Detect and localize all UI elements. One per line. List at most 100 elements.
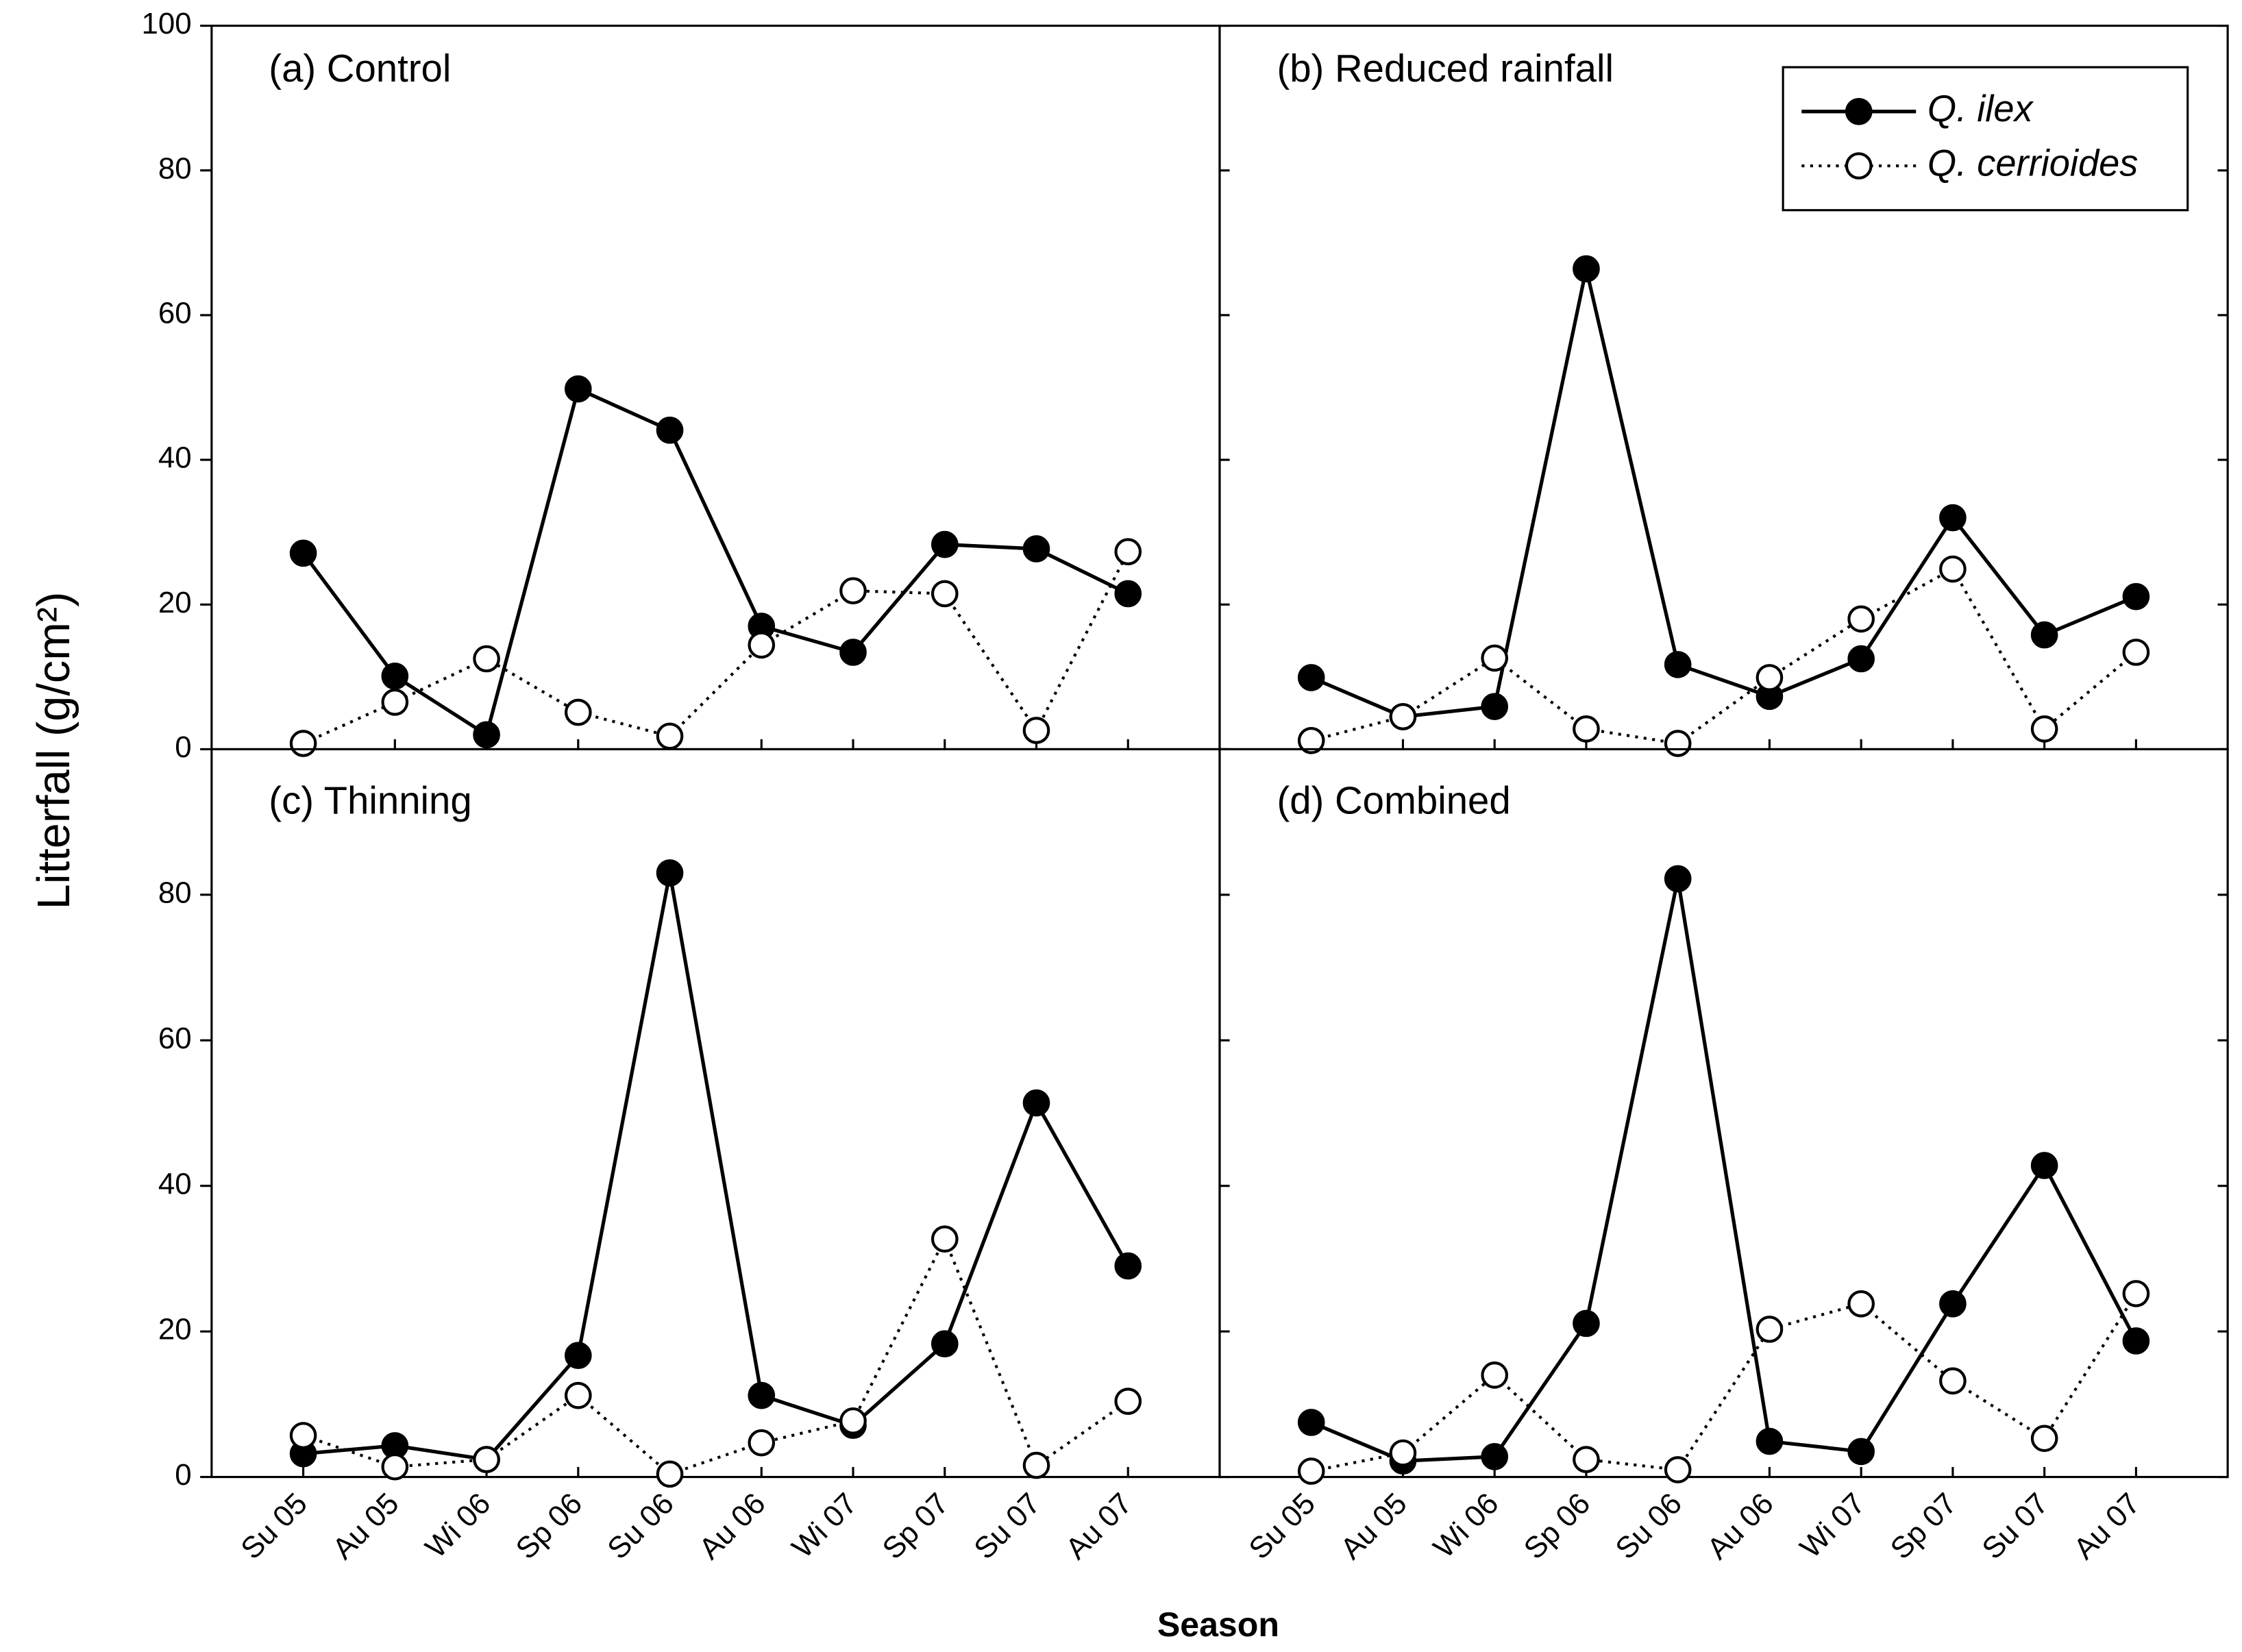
x-tick-label: Sp 06	[509, 1487, 589, 1566]
x-tick-label: Au 07	[1059, 1487, 1139, 1566]
marker	[381, 662, 409, 690]
x-tick-label: Sp 07	[1884, 1487, 1964, 1566]
marker	[564, 1342, 592, 1370]
marker	[656, 722, 684, 750]
marker	[1573, 715, 1600, 743]
x-tick-label: Au 07	[2067, 1487, 2147, 1566]
marker	[1114, 1388, 1142, 1415]
x-tick-label: Sp 07	[876, 1487, 955, 1566]
marker	[1573, 1309, 1600, 1337]
x-tick-label: Wi 07	[1794, 1487, 1872, 1565]
marker	[748, 1381, 776, 1409]
panel-title: (a) Control	[269, 47, 451, 90]
marker	[289, 1422, 317, 1449]
y-tick-label: 40	[158, 441, 192, 475]
marker	[1573, 1446, 1600, 1473]
marker	[931, 530, 959, 558]
x-tick-label: Su 05	[234, 1487, 314, 1566]
x-tick-label: Wi 06	[419, 1487, 497, 1565]
y-tick-label: 20	[158, 1313, 192, 1346]
marker	[1297, 1409, 1325, 1436]
marker	[656, 1460, 684, 1488]
y-tick-label: 0	[175, 730, 191, 764]
marker	[1847, 645, 1875, 673]
x-tick-label: Wi 06	[1427, 1487, 1505, 1565]
x-tick-label: Au 06	[693, 1487, 772, 1566]
x-tick-label: Wi 07	[785, 1487, 863, 1565]
legend: Q. ilex Q. cerrioides	[1782, 66, 2189, 212]
marker	[1664, 865, 1692, 893]
marker	[1114, 538, 1142, 566]
x-axis-label: Season	[1157, 1605, 1279, 1644]
marker	[289, 730, 317, 757]
y-tick-label: 80	[158, 151, 192, 185]
marker	[656, 859, 684, 887]
marker	[1573, 255, 1600, 283]
x-tick-label: Su 05	[1242, 1487, 1322, 1566]
marker	[931, 1330, 959, 1358]
y-tick-label: 20	[158, 586, 192, 619]
marker	[1756, 664, 1784, 691]
marker	[1481, 1443, 1509, 1470]
series-line	[301, 386, 1129, 738]
marker	[381, 1453, 409, 1481]
legend-marker	[1845, 152, 1873, 180]
marker	[564, 375, 592, 403]
marker	[1297, 1457, 1325, 1485]
marker	[289, 539, 317, 567]
marker	[2122, 582, 2150, 611]
x-tick-label: Au 06	[1701, 1487, 1780, 1566]
marker	[2030, 621, 2058, 649]
series-line	[1310, 268, 2137, 719]
marker	[1481, 644, 1509, 672]
marker	[564, 1381, 592, 1409]
marker	[2030, 1425, 2058, 1453]
marker	[1939, 504, 1967, 532]
panel-frame	[210, 748, 1221, 1479]
marker	[1939, 555, 1967, 583]
marker	[1022, 1089, 1050, 1117]
marker	[1297, 726, 1325, 754]
y-tick-label: 0	[175, 1458, 191, 1492]
panel-title: (b) Reduced rainfall	[1277, 47, 1614, 90]
y-tick-label: 60	[158, 1022, 192, 1055]
x-tick-label: Au 05	[1334, 1487, 1414, 1566]
x-tick-label: Sp 06	[1518, 1487, 1597, 1566]
marker	[2122, 1327, 2150, 1355]
marker	[2030, 715, 2058, 743]
marker	[1389, 703, 1417, 730]
marker	[2122, 1280, 2150, 1307]
marker	[1664, 730, 1692, 757]
x-tick-label: Su 06	[601, 1487, 680, 1566]
marker	[564, 698, 592, 726]
marker	[1756, 1316, 1784, 1343]
series-line	[302, 551, 1130, 745]
series-line	[303, 872, 1130, 1462]
marker	[1481, 693, 1509, 720]
marker	[1847, 1290, 1875, 1318]
marker	[473, 1446, 500, 1473]
marker	[1847, 605, 1875, 633]
marker	[931, 580, 959, 608]
x-tick-label: Au 05	[326, 1487, 406, 1566]
marker	[839, 577, 867, 605]
y-axis-label: Litterfall (g/cm²)	[29, 592, 79, 910]
panel-title: (d) Combined	[1277, 779, 1510, 822]
marker	[473, 721, 500, 749]
y-tick-label: 100	[142, 7, 192, 40]
marker	[473, 645, 500, 673]
marker	[1939, 1367, 1967, 1395]
x-tick-label: Su 07	[1975, 1487, 2055, 1566]
series-line	[1311, 1292, 2138, 1473]
legend-box	[1782, 66, 2189, 212]
marker	[839, 639, 867, 666]
marker	[1114, 1252, 1142, 1280]
marker	[1847, 1438, 1875, 1466]
marker	[748, 631, 776, 659]
panel-frame	[1218, 748, 2229, 1479]
marker	[1939, 1290, 1967, 1318]
marker	[1389, 1439, 1417, 1467]
marker	[1022, 535, 1050, 563]
legend-label: Q. cerrioides	[1927, 143, 2139, 184]
